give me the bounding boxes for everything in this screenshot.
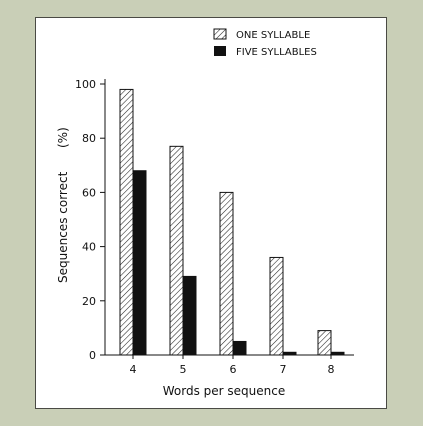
x-tick-label: 6 [230,363,237,376]
x-tick-label: 7 [280,363,287,376]
y-tick-label: 40 [82,241,96,254]
y-tick-label: 60 [82,186,96,199]
bar-one-syllable-7 [269,256,284,356]
legend-label-one-syllable: ONE SYLLABLE [236,30,310,41]
legend: ONE SYLLABLE FIVE SYLLABLES [213,28,317,58]
bars [119,88,345,356]
bar-five-syllables-6 [232,340,247,356]
bar-one-syllable-8 [317,330,332,356]
bar-five-syllables-8 [330,351,345,356]
y-axis-label: Sequences correct [56,171,70,283]
y-ticks: 0 20 40 60 80 100 [75,78,105,362]
x-axis-label: Words per sequence [163,384,285,398]
bar-one-syllable-6 [219,191,234,356]
y-axis-unit: (%) [56,127,70,148]
y-tick-label: 80 [82,132,96,145]
legend-label-five-syllables: FIVE SYLLABLES [236,47,317,58]
legend-swatch-five-syllables [214,46,226,56]
bar-five-syllables-4 [132,170,147,356]
legend-swatch-one-syllable [213,28,227,40]
y-tick-label: 0 [89,349,96,362]
bar-five-syllables-5 [182,275,197,356]
x-tick-label: 8 [328,363,335,376]
y-tick-label: 100 [75,78,96,91]
x-tick-label: 5 [180,363,187,376]
x-tick-label: 4 [130,363,137,376]
y-tick-label: 20 [82,295,96,308]
bar-one-syllable-4 [119,88,134,356]
bar-one-syllable-5 [169,145,184,356]
bar-five-syllables-7 [282,351,297,356]
x-ticks: 4 5 6 7 8 [130,355,335,376]
